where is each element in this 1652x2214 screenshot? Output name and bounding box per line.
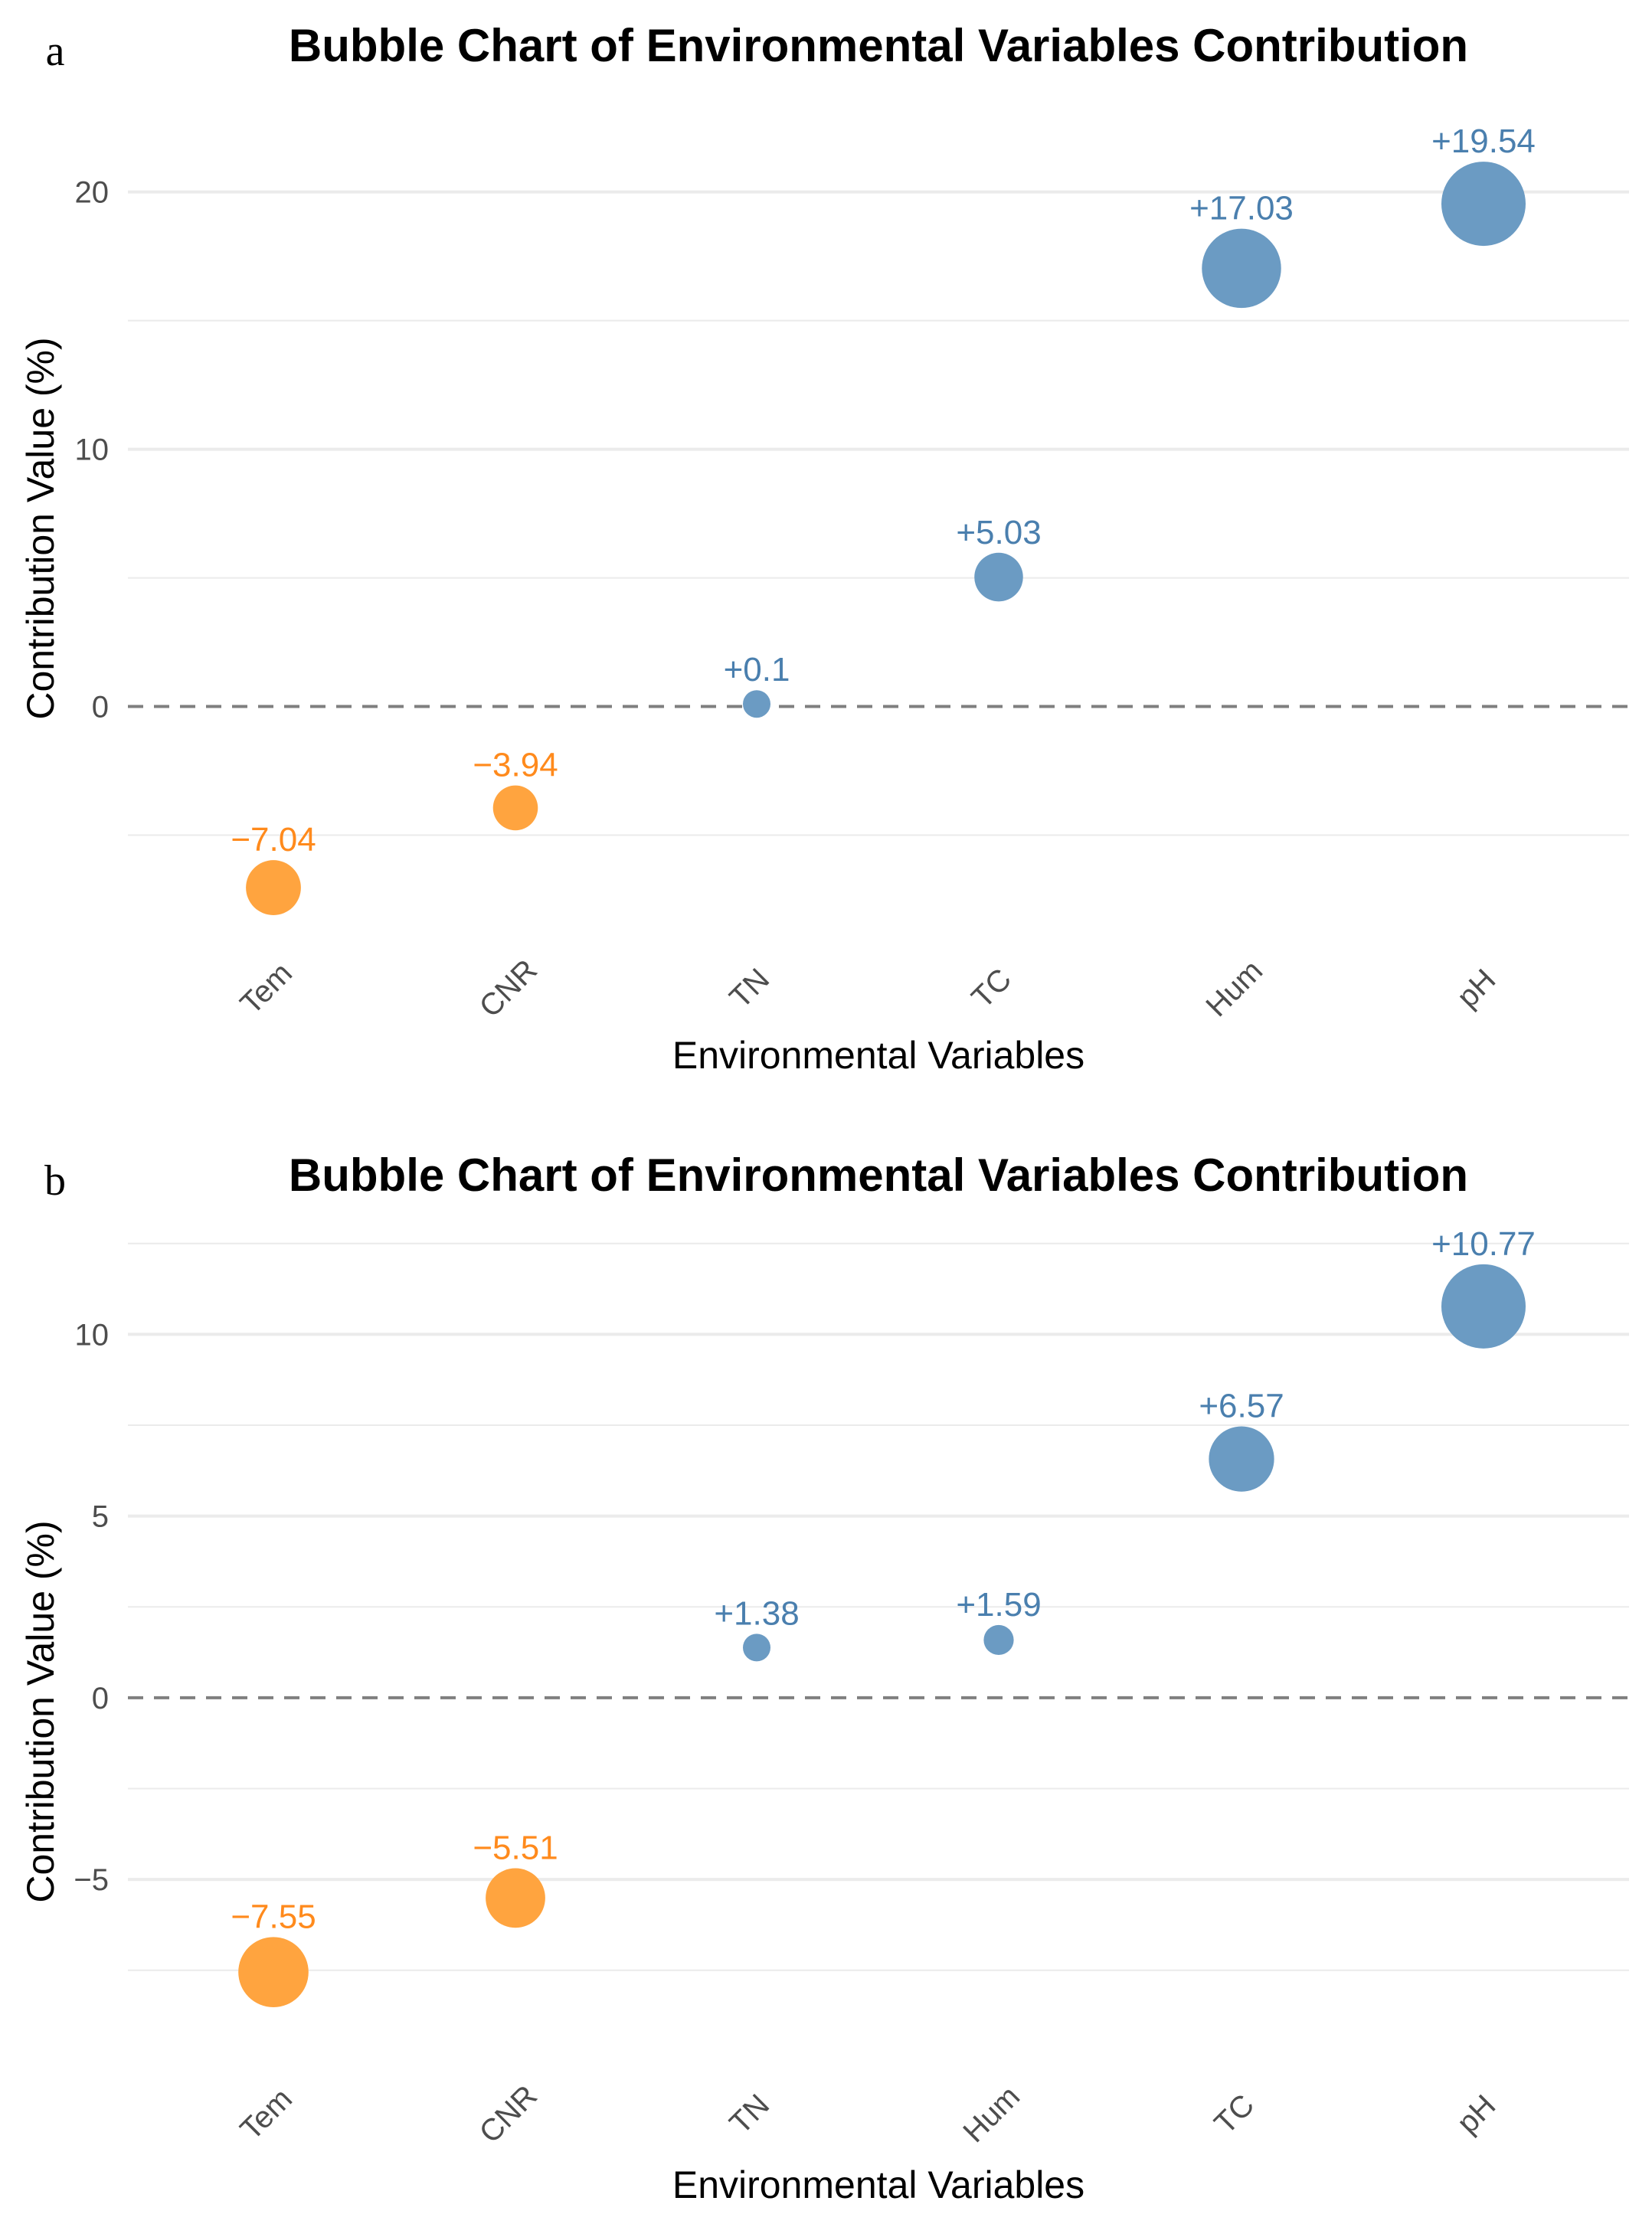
- panel-label: a: [46, 28, 65, 75]
- y-tick-label: 5: [92, 1500, 109, 1534]
- bubble-CNR: [486, 1868, 545, 1928]
- data-label-pH: +19.54: [1431, 123, 1536, 160]
- bubble-TN: [743, 1634, 770, 1662]
- x-tick-label: Tem: [234, 2082, 299, 2147]
- y-axis-title: Contribution Value (%): [19, 337, 62, 719]
- y-tick-label: 20: [75, 176, 110, 210]
- y-tick-label: 0: [92, 1682, 109, 1715]
- bubble-TC: [974, 552, 1023, 602]
- panel-label: b: [44, 1157, 66, 1205]
- y-axis-title: Contribution Value (%): [19, 1520, 62, 1902]
- y-tick-label: 0: [92, 691, 109, 724]
- bubble-Hum: [1202, 228, 1281, 309]
- data-label-CNR: −5.51: [473, 1829, 558, 1866]
- y-tick-label: 10: [75, 433, 110, 467]
- data-label-TN: +0.1: [724, 651, 790, 688]
- data-label-TC: +5.03: [956, 514, 1041, 551]
- x-axis-title: Environmental Variables: [672, 2163, 1084, 2206]
- data-label-TC: +6.57: [1199, 1388, 1284, 1425]
- data-label-Hum: +1.59: [956, 1586, 1041, 1624]
- chart-title: Bubble Chart of Environmental Variables …: [289, 1150, 1468, 1201]
- bubble-Hum: [983, 1624, 1014, 1656]
- data-label-pH: +10.77: [1431, 1225, 1536, 1263]
- bubble-TN: [743, 690, 770, 718]
- data-label-Hum: +17.03: [1189, 190, 1294, 227]
- bubble-Tem: [238, 1937, 309, 2007]
- x-tick-label: pH: [1451, 963, 1502, 1014]
- y-tick-label: −5: [74, 1863, 109, 1897]
- data-label-CNR: −3.94: [473, 747, 558, 784]
- x-tick-label: CNR: [473, 2079, 544, 2150]
- chart-title: Bubble Chart of Environmental Variables …: [289, 20, 1468, 71]
- bubble-Tem: [246, 860, 301, 915]
- x-tick-label: TC: [965, 962, 1018, 1015]
- x-tick-label: TN: [723, 962, 776, 1015]
- bubble-TC: [1209, 1426, 1274, 1492]
- y-tick-label: 10: [75, 1318, 110, 1352]
- data-label-Tem: −7.55: [231, 1898, 316, 1935]
- x-tick-label: TN: [723, 2088, 776, 2140]
- x-axis-title: Environmental Variables: [672, 1034, 1084, 1077]
- data-label-TN: +1.38: [714, 1594, 799, 1632]
- x-tick-label: Hum: [957, 2079, 1026, 2149]
- x-tick-label: Hum: [1199, 953, 1269, 1023]
- x-tick-label: CNR: [473, 953, 544, 1024]
- x-tick-label: TC: [1208, 2088, 1261, 2140]
- chart-panel-a: a Bubble Chart of Environmental Variables…: [19, 20, 1629, 1077]
- x-tick-label: pH: [1451, 2088, 1502, 2140]
- data-label-Tem: −7.04: [231, 821, 316, 858]
- bubble-pH: [1441, 1264, 1526, 1349]
- bubble-CNR: [492, 785, 538, 831]
- chart-panel-b: b Bubble Chart of Environmental Variables…: [19, 1150, 1629, 2206]
- bubble-pH: [1441, 162, 1526, 247]
- x-tick-label: Tem: [234, 957, 299, 1022]
